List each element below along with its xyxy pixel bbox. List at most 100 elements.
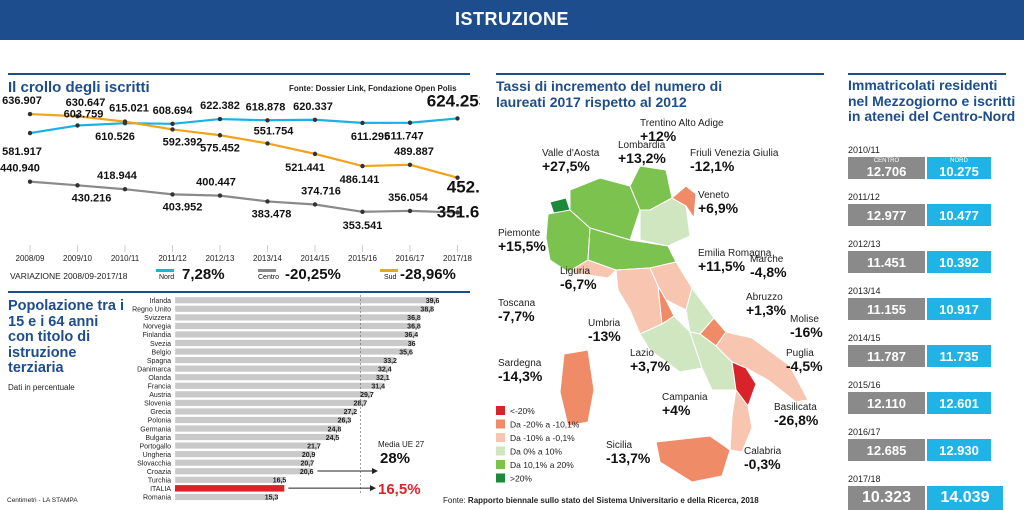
bar-value-label: 31,4 — [371, 384, 385, 391]
year-row: 11.155 10.917 — [848, 298, 1003, 320]
region-name-label: Calabria — [744, 446, 782, 457]
nord-value: 14.039 — [940, 489, 990, 506]
bar-spagna — [174, 356, 396, 364]
region-name-label: Lombardia — [618, 140, 666, 151]
data-point-sud — [455, 175, 460, 180]
legend-sud-swatch — [380, 269, 398, 272]
legend-centro-swatch — [258, 269, 276, 272]
data-point-nord — [170, 121, 175, 126]
bar-category-label: Romania — [143, 495, 171, 502]
region-value-label: -6,7% — [560, 276, 597, 292]
bar-value-label: 20,7 — [301, 460, 315, 467]
region-value-label: -13,7% — [606, 450, 651, 466]
header-banner — [0, 0, 1024, 40]
region-name-label: Veneto — [698, 190, 730, 201]
region-name-label: Trentino Alto Adige — [640, 118, 724, 129]
eu-average-arrowhead — [372, 468, 378, 474]
year-label: 2011/12 — [848, 192, 880, 202]
data-label-centro: 351.656 — [437, 202, 480, 221]
region-name-label: Sicilia — [606, 440, 633, 451]
region-value-label: -14,3% — [498, 368, 543, 384]
year-label: 2014/15 — [301, 254, 330, 263]
year-row: 11.787 11.735 — [848, 345, 1003, 367]
bar-value-label: 38,8 — [420, 307, 434, 314]
data-point-sud — [217, 133, 223, 138]
year-label: 2015/16 — [848, 380, 881, 390]
data-point-centro — [360, 209, 365, 214]
region-value-label: +11,5% — [698, 258, 746, 274]
italia-arrowhead — [370, 485, 376, 492]
bar-polonia — [174, 416, 350, 424]
legend-swatch — [496, 433, 505, 442]
bar-croazia — [174, 467, 312, 475]
centro-value: 12.685 — [866, 443, 907, 458]
data-label-sud: 521.441 — [285, 162, 325, 174]
data-label-centro: 430.216 — [72, 192, 112, 204]
legend-label: >20% — [510, 474, 532, 484]
bar-value-label: 32,4 — [378, 366, 392, 373]
nord-value-box: 12.930 — [927, 439, 991, 461]
bar-category-label: Austria — [149, 392, 171, 399]
nord-value: 10.275 — [939, 164, 979, 179]
bar-category-label: Croazia — [147, 469, 171, 476]
bar-svezia — [174, 339, 414, 347]
region-veneto — [639, 197, 691, 247]
centro-value: 12.977 — [866, 208, 907, 223]
centro-value: 11.787 — [866, 349, 907, 364]
region-name-label: Marche — [750, 254, 784, 265]
bar-austria — [174, 390, 372, 398]
region-name-label: Emilia Romagna — [698, 248, 772, 259]
data-point-sud — [360, 163, 365, 169]
legend-label: Da -10% a -0,1% — [510, 433, 575, 443]
panel3-source-prefix: Fonte: — [443, 496, 466, 505]
year-row: 11.451 10.392 — [848, 251, 1003, 273]
panel2-rule — [8, 291, 470, 293]
eu-average-label: Media UE 27 — [378, 440, 425, 449]
region-value-label: +3,7% — [630, 358, 671, 374]
bar-olanda — [174, 373, 388, 381]
year-label: 2014/15 — [848, 333, 881, 343]
bar-value-label: 36,8 — [407, 324, 421, 331]
nord-value-box: 10.917 — [927, 298, 991, 320]
bar-ungheria — [174, 450, 314, 458]
region-sardegna — [559, 349, 595, 427]
bar-turchia — [174, 476, 285, 484]
legend-label: Da 0% a 10% — [510, 447, 562, 457]
centro-value-box: 12.685 — [848, 439, 925, 461]
region-name-label: Liguria — [560, 266, 590, 277]
region-value-label: +27,5% — [542, 158, 590, 174]
centro-value-box: 10.323 — [848, 486, 925, 510]
data-label-nord: 581.917 — [2, 146, 42, 158]
bar-finlandia — [174, 331, 417, 338]
centro-value: 11.155 — [866, 302, 907, 317]
centro-value: 12.110 — [866, 396, 907, 411]
panel1-source: Fonte: Dossier Link, Fondazione Open Pol… — [289, 84, 457, 93]
panel4-title: Immatricolati residenti nel Mezzogiorno … — [848, 77, 1016, 124]
bar-value-label: 21,7 — [307, 443, 321, 450]
panel1-rule — [8, 73, 470, 75]
region-name-label: Abruzzo — [746, 292, 783, 303]
year-label: 2010/11 — [848, 145, 880, 155]
bar-category-label: Norvegia — [143, 324, 171, 331]
region-value-label: -13% — [588, 328, 621, 344]
region-name-label: Sardegna — [498, 358, 542, 369]
data-label-nord: 624.253 — [427, 95, 480, 110]
bar-svizzera — [174, 313, 419, 321]
data-label-sud: 636.907 — [2, 95, 42, 107]
data-point-centro — [407, 208, 413, 214]
nord-value: 12.930 — [939, 443, 979, 458]
nord-value: 12.601 — [939, 396, 979, 411]
data-label-centro: 353.541 — [343, 220, 383, 232]
bar-value-label: 33,2 — [383, 358, 397, 365]
data-point-sud — [170, 127, 175, 132]
centro-value-box: 12.977 — [848, 204, 925, 226]
bar-category-label: Turchia — [148, 478, 171, 485]
bar-category-label: Regno Unito — [132, 307, 171, 314]
year-row: 12.110 12.601 — [848, 392, 1003, 414]
panel1-title: Il crollo degli iscritti — [8, 79, 150, 96]
enrollment-line-chart: 2008/09 2009/10 2010/11 2011/12 2012/13 2013/… — [0, 95, 480, 263]
series-line-nord — [29, 117, 458, 135]
nord-value: 10.917 — [939, 302, 979, 317]
data-point-sud — [312, 151, 318, 157]
legend-swatch — [496, 460, 505, 469]
